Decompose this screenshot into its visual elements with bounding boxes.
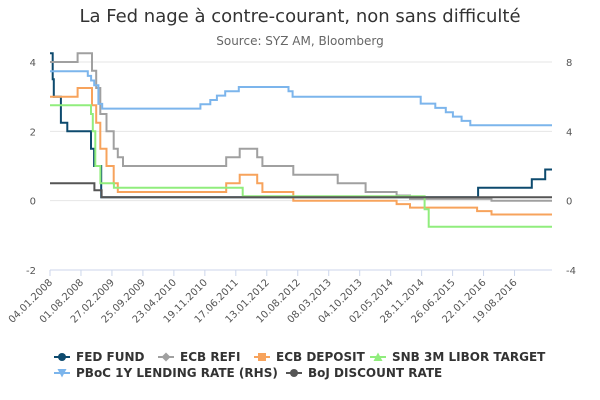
series-line [50,70,552,127]
legend-marker [258,353,266,361]
legend-item: SNB 3M LIBOR TARGET [370,350,546,364]
legend-marker [373,352,383,361]
legend-item: ECB REFI [158,350,240,364]
y-left-tick-label: 4 [30,58,36,69]
y-left-tick-label: 0 [30,197,36,208]
chart-subtitle: Source: SYZ AM, Bloomberg [216,34,384,48]
legend-label: BoJ DISCOUNT RATE [308,366,442,380]
legend-label: ECB REFI [180,350,240,364]
legend-item: FED FUND [54,350,145,364]
y-right-tick-label: 0 [566,197,572,208]
legend-item: PBoC 1Y LENDING RATE (RHS) [54,366,278,380]
legend-marker [57,369,67,378]
series-line [50,182,552,199]
legend-item: ECB DEPOSIT [254,350,366,364]
series-line [50,87,552,216]
legend-label: PBoC 1Y LENDING RATE (RHS) [76,366,278,380]
legend-label: SNB 3M LIBOR TARGET [392,350,546,364]
legend-marker [58,353,66,361]
y-left-tick-label: -2 [26,266,36,277]
y-left-tick-label: 2 [30,127,36,138]
legend-label: ECB DEPOSIT [276,350,366,364]
series-line [50,52,552,199]
y-right-tick-label: 8 [566,58,572,69]
series-line [50,52,552,202]
series-line [50,104,552,228]
legend-item: BoJ DISCOUNT RATE [286,366,442,380]
legend-marker [290,369,298,377]
y-right-tick-label: 4 [566,127,572,138]
legend-marker [161,352,171,362]
legend-label: FED FUND [76,350,145,364]
chart-title: La Fed nage à contre-courant, non sans d… [79,6,521,27]
y-right-tick-label: -4 [566,266,576,277]
legend: FED FUND ECB REFI ECB DEPOSIT SNB 3M LIBOR … [54,350,546,380]
series-layer [50,52,552,228]
